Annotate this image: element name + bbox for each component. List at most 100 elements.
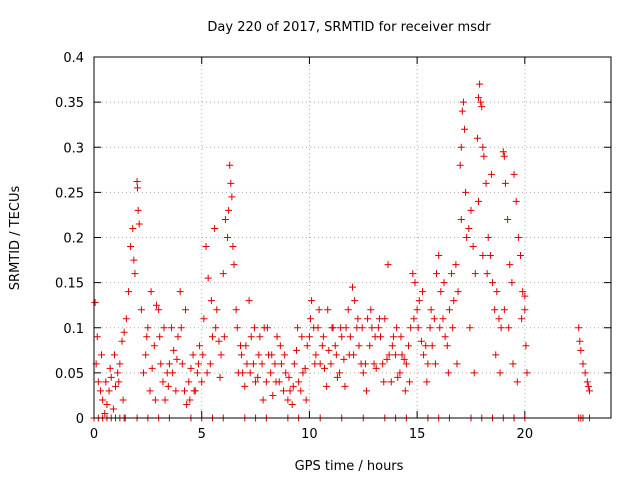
data-point xyxy=(349,283,356,291)
data-point xyxy=(471,270,479,278)
data-point xyxy=(440,279,448,287)
data-point xyxy=(389,333,397,341)
data-point xyxy=(258,360,266,368)
data-point xyxy=(426,324,434,332)
data-point xyxy=(114,369,122,377)
data-point xyxy=(401,387,409,395)
data-point xyxy=(98,351,106,359)
data-point xyxy=(337,324,345,332)
data-point xyxy=(473,134,481,142)
data-point xyxy=(350,351,358,359)
data-point xyxy=(415,297,423,305)
data-point xyxy=(491,306,499,314)
data-point xyxy=(124,288,132,296)
tick-labels: 0 5 10 15 20 0 0.05 0.1 0.15 0.2 0.25 0.3 0.35 0.4 xyxy=(55,51,533,442)
data-point xyxy=(288,400,296,408)
data-point xyxy=(506,261,514,269)
data-point xyxy=(215,337,223,345)
data-point xyxy=(165,360,173,368)
data-point xyxy=(228,193,236,201)
data-point xyxy=(203,369,211,377)
data-point xyxy=(147,288,155,296)
data-point xyxy=(483,270,491,278)
data-point xyxy=(327,360,335,368)
data-point xyxy=(241,382,249,390)
data-point xyxy=(359,369,367,377)
data-point xyxy=(161,396,169,404)
data-point xyxy=(229,243,237,251)
data-point xyxy=(336,369,344,377)
y-tick-label: 0.4 xyxy=(63,51,84,66)
data-point xyxy=(500,306,508,314)
data-point xyxy=(294,324,302,332)
data-point xyxy=(513,378,521,386)
data-point xyxy=(99,396,107,404)
data-point xyxy=(509,360,517,368)
x-tick-label: 15 xyxy=(409,427,426,442)
data-point xyxy=(295,378,303,386)
y-tick-label: 0.2 xyxy=(63,232,84,247)
data-point xyxy=(243,360,251,368)
data-point xyxy=(255,351,263,359)
data-point xyxy=(232,306,240,314)
data-point xyxy=(457,215,465,223)
data-point xyxy=(190,387,198,395)
data-point xyxy=(233,324,241,332)
data-point xyxy=(269,391,277,399)
data-point xyxy=(152,301,160,309)
data-point xyxy=(129,224,137,232)
data-point xyxy=(199,351,207,359)
data-point xyxy=(495,315,503,323)
data-point xyxy=(504,215,512,223)
data-point xyxy=(470,369,478,377)
data-point xyxy=(271,360,279,368)
data-point xyxy=(157,360,165,368)
data-point xyxy=(355,342,363,350)
data-point xyxy=(103,400,111,408)
data-point xyxy=(458,107,466,115)
data-point xyxy=(379,360,387,368)
data-point xyxy=(290,360,298,368)
data-point xyxy=(384,261,392,269)
data-point xyxy=(202,243,210,251)
x-axis-label: GPS time / hours xyxy=(295,459,404,474)
data-point xyxy=(212,324,220,332)
data-point xyxy=(220,333,228,341)
data-point xyxy=(302,396,310,404)
data-point xyxy=(282,369,290,377)
x-tick-label: 5 xyxy=(198,427,206,442)
data-point xyxy=(521,292,529,300)
data-point xyxy=(131,270,139,278)
data-point xyxy=(406,378,414,386)
data-point xyxy=(160,324,168,332)
data-point xyxy=(427,306,435,314)
data-point xyxy=(250,324,258,332)
plot-frame xyxy=(93,56,612,419)
data-point xyxy=(439,315,447,323)
data-point xyxy=(299,369,307,377)
data-point xyxy=(521,306,529,314)
data-point xyxy=(318,342,326,350)
data-point xyxy=(441,333,449,341)
chart-title: Day 220 of 2017, SRMTID for receiver msd… xyxy=(207,20,491,35)
y-tick-label: 0.3 xyxy=(63,141,84,156)
data-point xyxy=(249,360,257,368)
data-point xyxy=(367,306,375,314)
data-point xyxy=(512,197,520,205)
data-point xyxy=(375,315,383,323)
data-point xyxy=(456,161,464,169)
data-point xyxy=(480,152,488,160)
data-point xyxy=(387,378,395,386)
data-point xyxy=(148,364,156,372)
y-tick-label: 0.1 xyxy=(63,322,84,337)
data-point xyxy=(170,346,178,354)
data-point xyxy=(325,346,333,354)
data-point xyxy=(120,328,128,336)
data-point xyxy=(410,315,418,323)
data-point xyxy=(499,148,507,156)
data-point xyxy=(256,333,264,341)
data-point xyxy=(340,355,348,363)
data-point xyxy=(130,256,138,264)
data-point xyxy=(173,355,181,363)
